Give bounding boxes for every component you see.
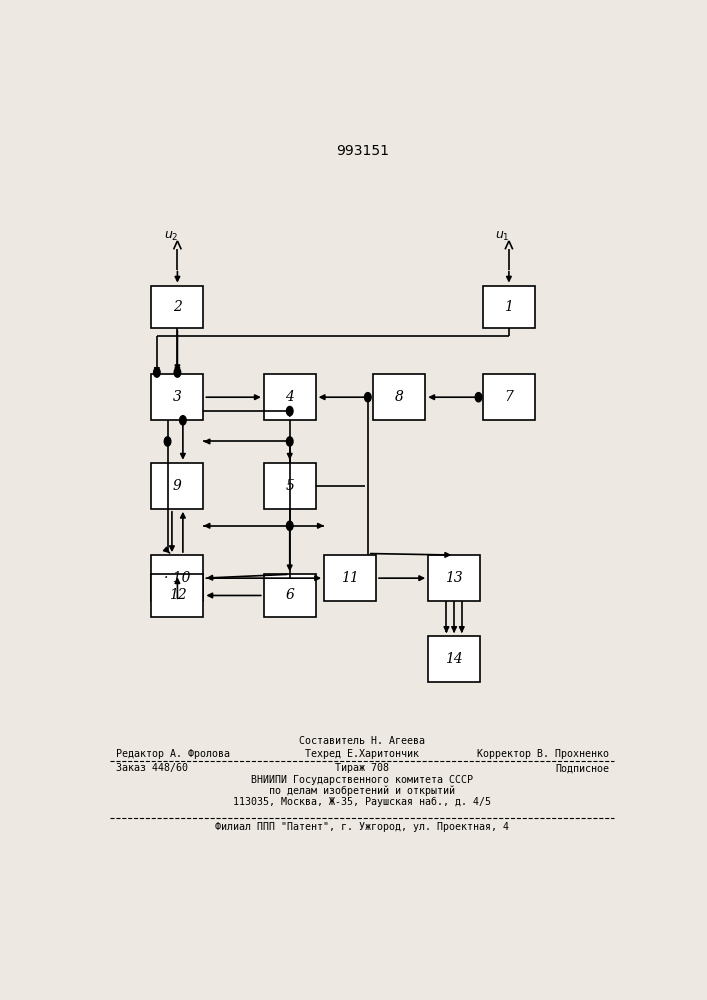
Text: $u_1$: $u_1$ (495, 230, 510, 243)
Circle shape (164, 437, 171, 446)
FancyBboxPatch shape (483, 286, 535, 328)
Text: Техред Е.Харитончик: Техред Е.Харитончик (305, 749, 419, 759)
Text: Составитель Н. Агеева: Составитель Н. Агеева (299, 736, 426, 746)
Text: 6: 6 (286, 588, 294, 602)
Circle shape (286, 521, 293, 530)
Text: 2: 2 (173, 300, 182, 314)
Text: ВНИИПИ Государственного комитета СССР: ВНИИПИ Государственного комитета СССР (251, 775, 474, 785)
Circle shape (180, 416, 186, 425)
Text: · 10: · 10 (164, 571, 191, 585)
Text: 1: 1 (505, 300, 513, 314)
FancyBboxPatch shape (151, 286, 204, 328)
Text: 13: 13 (445, 571, 463, 585)
Text: Филиал ППП "Патент", г. Ужгород, ул. Проектная, 4: Филиал ППП "Патент", г. Ужгород, ул. Про… (216, 822, 509, 832)
Text: 4: 4 (286, 390, 294, 404)
Circle shape (475, 393, 481, 402)
Text: 11: 11 (341, 571, 359, 585)
FancyBboxPatch shape (151, 463, 204, 509)
Text: Подписное: Подписное (555, 763, 609, 773)
FancyBboxPatch shape (483, 374, 535, 420)
Circle shape (286, 437, 293, 446)
Text: 3: 3 (173, 390, 182, 404)
Circle shape (153, 368, 160, 377)
Circle shape (174, 368, 181, 377)
Text: Редактор А. Фролова: Редактор А. Фролова (116, 749, 230, 759)
FancyBboxPatch shape (264, 374, 316, 420)
Text: Тираж 708: Тираж 708 (335, 763, 390, 773)
FancyBboxPatch shape (151, 555, 204, 601)
FancyBboxPatch shape (324, 555, 376, 601)
Text: 113035, Москва, Ж-35, Раушская наб., д. 4/5: 113035, Москва, Ж-35, Раушская наб., д. … (233, 796, 491, 807)
Circle shape (365, 393, 371, 402)
Circle shape (286, 406, 293, 416)
Text: 5: 5 (286, 479, 294, 493)
Text: Корректор В. Прохненко: Корректор В. Прохненко (477, 749, 609, 759)
Text: 14: 14 (445, 652, 463, 666)
FancyBboxPatch shape (373, 374, 426, 420)
Text: 8: 8 (395, 390, 404, 404)
FancyBboxPatch shape (151, 574, 204, 617)
Text: 993151: 993151 (336, 144, 389, 158)
Text: 9: 9 (173, 479, 182, 493)
Text: 7: 7 (505, 390, 513, 404)
FancyBboxPatch shape (428, 636, 480, 682)
Text: по делам изобретений и открытий: по делам изобретений и открытий (269, 785, 455, 796)
Text: Заказ 448/60: Заказ 448/60 (116, 763, 188, 773)
FancyBboxPatch shape (151, 374, 204, 420)
Text: $u_2$: $u_2$ (164, 230, 178, 243)
FancyBboxPatch shape (264, 574, 316, 617)
FancyBboxPatch shape (264, 463, 316, 509)
FancyBboxPatch shape (428, 555, 480, 601)
Text: 12: 12 (168, 588, 186, 602)
